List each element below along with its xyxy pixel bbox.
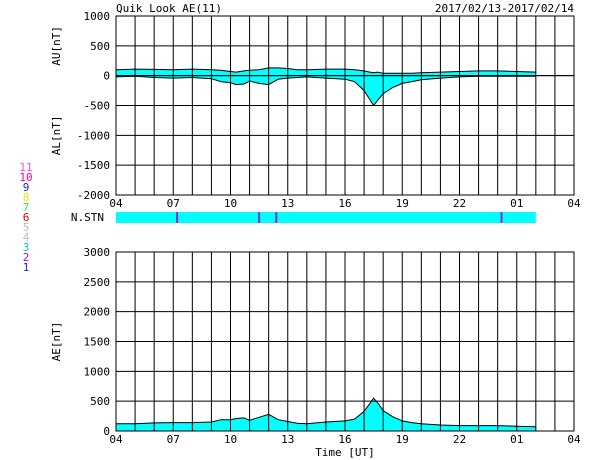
ae-xtick-label: 01 [510, 433, 523, 446]
ae-ytick-label: 1500 [84, 336, 111, 349]
al-series-line [115, 75, 536, 107]
ae-xtick-label: 10 [224, 433, 237, 446]
station-legend-item: 4 [22, 231, 30, 244]
station-legend-item: 2 [22, 251, 30, 264]
station-band [116, 212, 536, 223]
station-band-label: N.STN [71, 211, 104, 224]
au-al-ytick-label: 0 [103, 70, 110, 83]
station-legend-item: 8 [22, 191, 30, 204]
au-al-ytick-label: -500 [84, 100, 111, 113]
station-legend: 11 10 9 8 7 6 5 4 3 2 1 [18, 161, 34, 274]
au-al-frame [115, 15, 575, 196]
station-legend-item: 9 [22, 181, 30, 194]
al-axis-label: AL[nT] [50, 115, 63, 155]
station-legend-item: 1 [22, 261, 30, 274]
au-al-xtick-label: 04 [109, 197, 123, 210]
au-al-xtick-label: 22 [453, 197, 466, 210]
au-al-ytick-label: 1000 [84, 10, 111, 23]
ae-ytick-label: 3000 [84, 246, 111, 259]
ae-ytick-label: 1000 [84, 365, 111, 378]
chart-title: Quik Look AE(11) [116, 2, 222, 15]
station-legend-item: 11 [19, 161, 33, 174]
au-al-xtick-label: 01 [510, 197, 523, 210]
station-legend-item: 7 [22, 201, 30, 214]
au-al-xtick-label: 19 [396, 197, 409, 210]
ae-xtick-label: 07 [167, 433, 180, 446]
au-al-xtick-label: 10 [224, 197, 237, 210]
ae-xtick-label: 16 [338, 433, 351, 446]
au-al-fill [116, 67, 536, 106]
ae-xtick-label: 04 [567, 433, 581, 446]
ae-ytick-label: 2500 [84, 276, 111, 289]
station-legend-item: 10 [19, 171, 33, 184]
ae-xtick-label: 19 [396, 433, 409, 446]
station-legend-item: 5 [22, 221, 30, 234]
au-al-ytick-label: -1000 [77, 129, 110, 142]
au-al-ytick-label: -2000 [77, 189, 110, 202]
ae-ytick-label: 2000 [84, 306, 111, 319]
au-al-ytick-label: -1500 [77, 159, 110, 172]
ae-fill [116, 398, 536, 431]
ae-xtick-label: 22 [453, 433, 466, 446]
ae-xtick-label: 04 [109, 433, 123, 446]
station-legend-item: 3 [22, 241, 30, 254]
ae-series-line [116, 397, 536, 428]
ae-xtick-label: 13 [281, 433, 294, 446]
ae-ytick-label: 500 [90, 395, 110, 408]
ae-axis-label: AE[nT] [50, 322, 63, 362]
station-legend-item: 6 [22, 211, 30, 224]
au-al-ytick-label: 500 [90, 40, 110, 53]
station-count-panel: N.STN [71, 211, 536, 224]
au-al-xtick-label: 16 [338, 197, 351, 210]
ae-frame [115, 251, 575, 432]
au-series-line [115, 67, 536, 74]
au-al-xtick-label: 04 [567, 197, 581, 210]
au-axis-label: AU[nT] [50, 26, 63, 66]
date-range: 2017/02/13-2017/02/14 [435, 2, 574, 15]
au-al-xtick-label: 07 [167, 197, 180, 210]
x-axis-label: Time [UT] [315, 446, 375, 459]
au-al-xtick-label: 13 [281, 197, 294, 210]
ae-ytick-label: 0 [103, 425, 110, 438]
